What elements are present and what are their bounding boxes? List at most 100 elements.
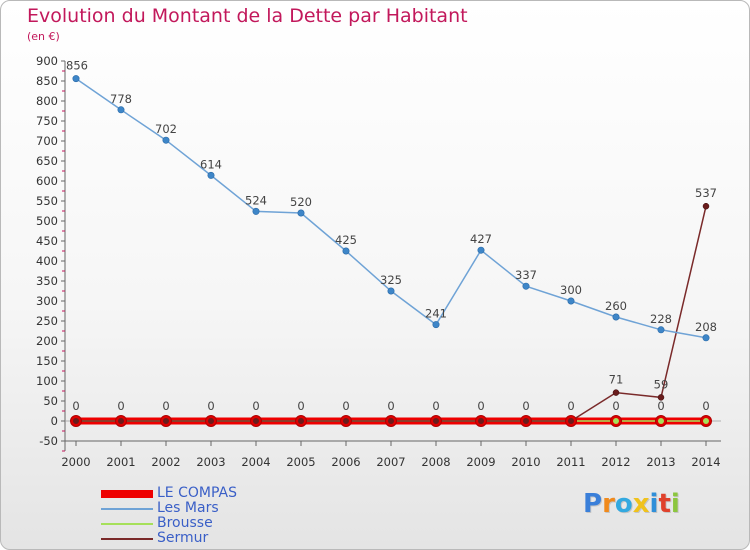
x-tick-label: 2009 — [466, 455, 495, 469]
y-tick-label: 0 — [51, 414, 58, 428]
data-label-le-compas: 0 — [72, 399, 79, 413]
y-tick-label: 100 — [36, 374, 58, 388]
x-tick-label: 2002 — [151, 455, 180, 469]
point-brousse — [73, 418, 79, 424]
point-brousse — [298, 418, 304, 424]
legend-label: Sermur — [157, 530, 209, 546]
x-tick-label: 2012 — [601, 455, 630, 469]
point-brousse — [523, 418, 529, 424]
x-tick-label: 2005 — [286, 455, 315, 469]
legend-label: Brousse — [157, 515, 213, 531]
data-label-le-compas: 0 — [387, 399, 394, 413]
y-tick-label: 50 — [43, 394, 58, 408]
point-les-mars — [297, 209, 305, 217]
point-les-mars — [252, 207, 260, 215]
data-label-sermur: 71 — [609, 373, 624, 387]
data-label-les-mars: 325 — [380, 273, 402, 287]
data-label-le-compas: 0 — [477, 399, 484, 413]
data-label-les-mars: 856 — [66, 59, 88, 73]
y-tick-label: 550 — [36, 194, 58, 208]
x-tick-label: 2006 — [331, 455, 360, 469]
point-les-mars — [657, 326, 665, 334]
y-tick-label: 400 — [36, 254, 58, 268]
point-les-mars — [117, 106, 125, 114]
legend-item: Brousse — [101, 516, 237, 531]
x-tick-label: 2004 — [241, 455, 270, 469]
data-label-le-compas: 0 — [252, 399, 259, 413]
point-les-mars — [567, 297, 575, 305]
x-tick-label: 2007 — [376, 455, 405, 469]
point-les-mars — [72, 75, 80, 83]
data-label-le-compas: 0 — [702, 399, 709, 413]
y-tick-label: 650 — [36, 154, 58, 168]
data-label-le-compas: 0 — [522, 399, 529, 413]
point-brousse — [118, 418, 124, 424]
data-label-les-mars: 228 — [650, 312, 672, 326]
y-tick-label: 800 — [36, 94, 58, 108]
point-brousse — [703, 418, 709, 424]
data-label-le-compas: 0 — [162, 399, 169, 413]
data-label-le-compas: 0 — [567, 399, 574, 413]
point-brousse — [343, 418, 349, 424]
y-tick-label: 700 — [36, 134, 58, 148]
data-label-le-compas: 0 — [297, 399, 304, 413]
point-sermur — [702, 202, 710, 210]
point-brousse — [613, 418, 619, 424]
point-brousse — [388, 418, 394, 424]
logo-letter: i — [670, 489, 680, 519]
point-brousse — [658, 418, 664, 424]
point-les-mars — [432, 321, 440, 329]
logo-letter: t — [658, 489, 671, 519]
data-label-le-compas: 0 — [342, 399, 349, 413]
point-les-mars — [522, 282, 530, 290]
legend-label: Les Mars — [157, 500, 219, 516]
y-tick-label: 600 — [36, 174, 58, 188]
point-les-mars — [387, 287, 395, 295]
legend: LE COMPAS Les Mars Brousse Sermur — [101, 486, 237, 546]
series-line-sermur — [76, 206, 707, 422]
legend-label: LE COMPAS — [157, 485, 237, 501]
y-tick-label: 900 — [36, 54, 58, 68]
y-tick-label: 200 — [36, 334, 58, 348]
legend-swatch — [101, 507, 153, 510]
y-tick-label: 450 — [36, 234, 58, 248]
point-brousse — [253, 418, 259, 424]
proxiti-logo: Proxiti — [583, 489, 680, 519]
point-les-mars — [477, 246, 485, 254]
legend-swatch — [101, 537, 153, 540]
point-sermur — [612, 389, 620, 396]
point-les-mars — [342, 247, 350, 255]
logo-letter: r — [602, 489, 615, 519]
point-sermur — [657, 394, 665, 401]
data-label-le-compas: 0 — [612, 399, 619, 413]
x-tick-label: 2011 — [556, 455, 585, 469]
legend-item: LE COMPAS — [101, 486, 237, 501]
data-label-sermur: 537 — [695, 186, 717, 200]
data-label-les-mars: 778 — [110, 92, 132, 106]
logo-letter: x — [632, 489, 650, 519]
data-label-le-compas: 0 — [432, 399, 439, 413]
legend-item: Les Mars — [101, 501, 237, 516]
data-label-les-mars: 427 — [470, 232, 492, 246]
y-tick-label: 350 — [36, 274, 58, 288]
x-tick-label: 2013 — [646, 455, 675, 469]
data-label-les-mars: 260 — [605, 299, 627, 313]
data-label-les-mars: 614 — [200, 157, 222, 171]
logo-letter: P — [583, 489, 603, 519]
point-brousse — [568, 418, 574, 424]
y-tick-label: 750 — [36, 114, 58, 128]
logo-letter: o — [614, 489, 633, 519]
x-tick-label: 2014 — [691, 455, 720, 469]
y-tick-label: -50 — [39, 434, 58, 448]
point-brousse — [208, 418, 214, 424]
data-label-les-mars: 425 — [335, 233, 357, 247]
point-brousse — [478, 418, 484, 424]
data-label-les-mars: 337 — [515, 268, 537, 282]
data-label-le-compas: 0 — [657, 399, 664, 413]
legend-swatch — [101, 522, 153, 525]
data-label-le-compas: 0 — [207, 399, 214, 413]
y-tick-label: 300 — [36, 294, 58, 308]
data-label-les-mars: 524 — [245, 193, 267, 207]
